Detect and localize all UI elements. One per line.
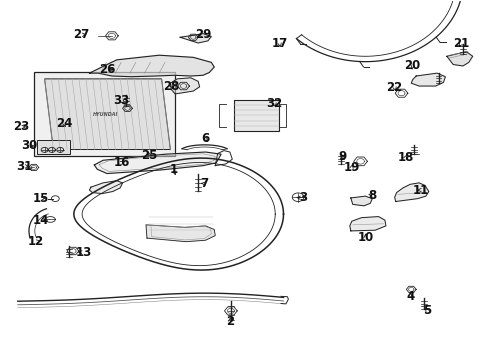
Polygon shape: [170, 78, 199, 94]
Text: 25: 25: [141, 149, 157, 162]
Polygon shape: [180, 34, 211, 43]
Text: 24: 24: [56, 117, 72, 130]
Polygon shape: [446, 51, 472, 66]
Text: 15: 15: [32, 192, 49, 205]
Polygon shape: [34, 72, 175, 156]
Text: 27: 27: [73, 28, 89, 41]
Text: 32: 32: [266, 98, 282, 111]
Text: 17: 17: [271, 36, 287, 50]
Text: 21: 21: [452, 36, 468, 50]
Text: 9: 9: [337, 150, 346, 163]
FancyBboxPatch shape: [37, 140, 70, 154]
Text: 19: 19: [343, 161, 359, 174]
Text: 11: 11: [412, 184, 428, 197]
Text: 3: 3: [298, 192, 306, 204]
Text: 8: 8: [367, 189, 376, 202]
Polygon shape: [349, 217, 385, 231]
Polygon shape: [350, 196, 371, 206]
Text: 6: 6: [201, 132, 209, 145]
Text: 16: 16: [113, 156, 129, 169]
Text: 22: 22: [386, 81, 402, 94]
Polygon shape: [410, 73, 445, 86]
Polygon shape: [44, 79, 170, 149]
Text: 28: 28: [163, 80, 179, 93]
Text: 4: 4: [406, 290, 413, 303]
Text: 1: 1: [169, 163, 178, 176]
Polygon shape: [146, 225, 215, 242]
Polygon shape: [89, 55, 214, 77]
Text: 26: 26: [99, 63, 115, 76]
Text: 10: 10: [357, 231, 373, 244]
Text: 14: 14: [32, 214, 49, 227]
Text: 18: 18: [396, 151, 413, 164]
Text: 23: 23: [13, 121, 29, 134]
Text: 5: 5: [422, 305, 430, 318]
Text: 29: 29: [194, 28, 211, 41]
Text: 2: 2: [225, 315, 233, 328]
Text: HYUNDAI: HYUNDAI: [93, 112, 118, 117]
Text: 7: 7: [200, 177, 208, 190]
Text: 31: 31: [16, 160, 32, 173]
FancyBboxPatch shape: [233, 100, 278, 131]
Text: 13: 13: [75, 246, 92, 259]
Text: 12: 12: [28, 235, 44, 248]
Polygon shape: [94, 152, 221, 174]
Polygon shape: [89, 181, 122, 194]
Text: 20: 20: [404, 59, 420, 72]
Text: 30: 30: [21, 139, 37, 152]
Polygon shape: [394, 183, 428, 202]
Text: 33: 33: [113, 94, 129, 107]
